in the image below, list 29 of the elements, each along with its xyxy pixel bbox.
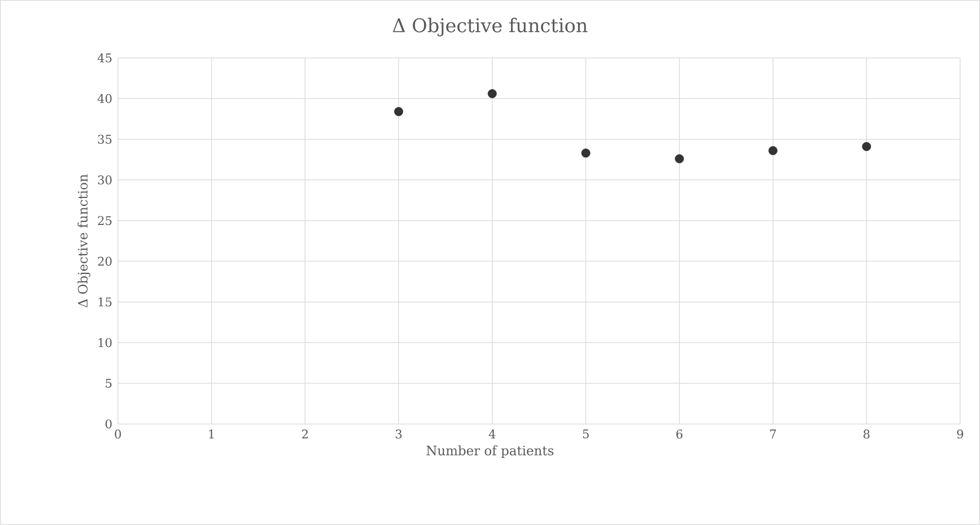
point [674, 154, 684, 164]
y-tick-label: 30 [98, 175, 112, 184]
y-axis-title: Δ Objective function [78, 174, 90, 308]
x-tick-label: 0 [114, 430, 121, 439]
x-tick-label: 6 [676, 430, 682, 439]
x-tick-label: 2 [302, 430, 308, 438]
y-tick-label: 45 [98, 53, 112, 62]
x-axis-title: Number of patients [426, 445, 554, 458]
point [768, 146, 778, 156]
y-tick-label: 5 [106, 378, 112, 388]
y-tick-label: 0 [106, 420, 112, 429]
x-tick-label: 8 [864, 430, 870, 439]
x-tick-label: 4 [488, 430, 496, 438]
y-tick-label: 40 [98, 94, 112, 104]
x-tick-label: 5 [583, 430, 589, 438]
y-tick-label: 10 [98, 338, 112, 348]
y-tick-label: 35 [98, 134, 112, 144]
x-tick-label: 3 [396, 430, 402, 439]
point [862, 142, 872, 152]
x-tick-label: 7 [770, 430, 776, 438]
y-tick-label: 20 [98, 256, 112, 266]
point [581, 148, 590, 158]
x-tick-label: 1 [209, 430, 214, 438]
x-tick-label: 9 [957, 430, 964, 439]
point [394, 107, 404, 116]
point [488, 89, 497, 98]
y-tick-label: 25 [98, 216, 112, 226]
chart-title: Δ Objective function [392, 18, 588, 36]
y-tick-label: 15 [98, 297, 112, 307]
